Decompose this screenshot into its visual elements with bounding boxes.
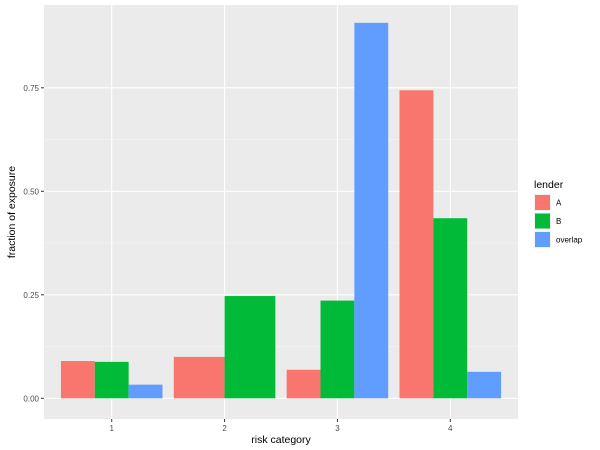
legend-label-overlap: overlap xyxy=(556,236,583,245)
bar-overlap-cat-4 xyxy=(467,371,502,399)
legend-title: lender xyxy=(534,179,564,191)
bar-a-cat-2 xyxy=(173,356,225,399)
y-tick-label: 0.25 xyxy=(23,291,39,300)
x-tick-label: 1 xyxy=(109,424,114,433)
y-tick-label: 0.50 xyxy=(23,187,39,196)
y-tick-label: 0.00 xyxy=(23,394,39,403)
bar-b-cat-3 xyxy=(320,300,355,399)
y-tick-label: 0.75 xyxy=(23,84,39,93)
bar-overlap-cat-1 xyxy=(128,384,163,399)
bar-a-cat-4 xyxy=(399,90,434,399)
bar-b-cat-1 xyxy=(94,361,129,399)
x-axis: 1 2 3 4 xyxy=(109,419,453,433)
bar-b-cat-2 xyxy=(224,296,276,399)
x-tick-label: 4 xyxy=(448,424,453,433)
x-tick-label: 2 xyxy=(222,424,227,433)
y-axis: 0.00 0.25 0.50 0.75 xyxy=(23,84,44,403)
x-axis-title: risk category xyxy=(251,434,311,446)
x-tick-label: 3 xyxy=(335,424,340,433)
bar-a-cat-1 xyxy=(60,361,95,399)
bar-overlap-cat-3 xyxy=(354,22,389,399)
legend-key-a xyxy=(535,195,550,210)
legend-key-b xyxy=(535,213,550,229)
bar-a-cat-3 xyxy=(286,369,321,399)
legend-label-a: A xyxy=(556,199,562,208)
bar-b-cat-4 xyxy=(433,218,468,399)
legend-key-overlap xyxy=(535,232,550,247)
legend-label-b: B xyxy=(556,217,561,226)
bars xyxy=(60,22,502,399)
y-axis-title: fraction of exposure xyxy=(6,166,18,258)
